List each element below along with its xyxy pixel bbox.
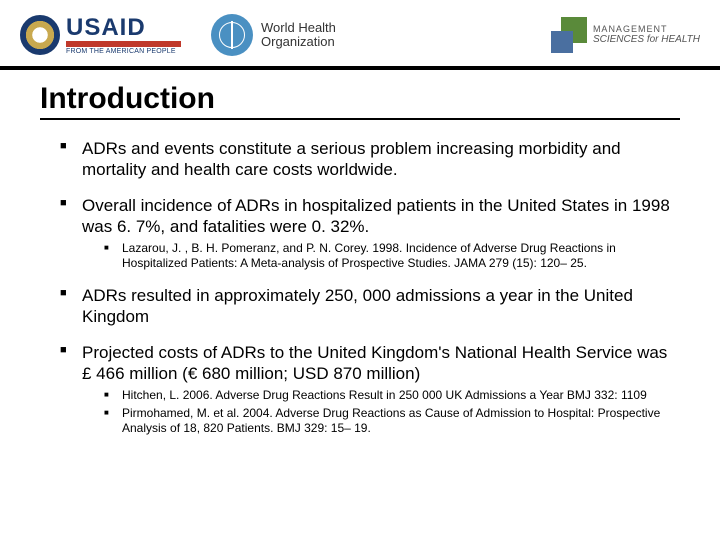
who-emblem-icon — [211, 14, 253, 56]
usaid-tagline: FROM THE AMERICAN PEOPLE — [66, 48, 181, 55]
usaid-main-text: USAID — [66, 16, 181, 40]
logo-header: USAID FROM THE AMERICAN PEOPLE World Hea… — [0, 0, 720, 70]
usaid-seal-icon — [20, 15, 60, 55]
who-logo: World Health Organization — [211, 14, 336, 56]
bullet-item: Overall incidence of ADRs in hospitalize… — [60, 195, 680, 272]
bullet-item: ADRs and events constitute a serious pro… — [60, 138, 680, 181]
bullet-text: Overall incidence of ADRs in hospitalize… — [82, 196, 670, 236]
msh-logo: MANAGEMENT SCIENCES for HEALTH — [551, 17, 700, 53]
msh-line2: SCIENCES for HEALTH — [593, 34, 700, 45]
slide-content: Introduction ADRs and events constitute … — [0, 70, 720, 436]
who-line1: World Health — [261, 21, 336, 35]
bullet-list: ADRs and events constitute a serious pro… — [40, 138, 680, 436]
sub-bullet-list: Lazarou, J. , B. H. Pomeranz, and P. N. … — [82, 241, 680, 271]
who-wordmark: World Health Organization — [261, 21, 336, 50]
bullet-text: ADRs resulted in approximately 250, 000 … — [82, 286, 633, 326]
usaid-red-bar — [66, 41, 181, 47]
msh-wordmark: MANAGEMENT SCIENCES for HEALTH — [593, 25, 700, 46]
who-line2: Organization — [261, 35, 336, 49]
bullet-text: ADRs and events constitute a serious pro… — [82, 139, 621, 179]
sub-bullet-item: Lazarou, J. , B. H. Pomeranz, and P. N. … — [104, 241, 680, 271]
bullet-item: Projected costs of ADRs to the United Ki… — [60, 342, 680, 437]
usaid-logo: USAID FROM THE AMERICAN PEOPLE — [20, 15, 181, 55]
sub-bullet-item: Pirmohamed, M. et al. 2004. Adverse Drug… — [104, 406, 680, 436]
bullet-item: ADRs resulted in approximately 250, 000 … — [60, 285, 680, 328]
sub-bullet-list: Hitchen, L. 2006. Adverse Drug Reactions… — [82, 388, 680, 436]
msh-mark-icon — [551, 17, 587, 53]
msh-line1: MANAGEMENT — [593, 25, 700, 35]
usaid-wordmark: USAID FROM THE AMERICAN PEOPLE — [66, 16, 181, 55]
page-title: Introduction — [40, 82, 680, 120]
bullet-text: Projected costs of ADRs to the United Ki… — [82, 343, 667, 383]
sub-bullet-item: Hitchen, L. 2006. Adverse Drug Reactions… — [104, 388, 680, 403]
